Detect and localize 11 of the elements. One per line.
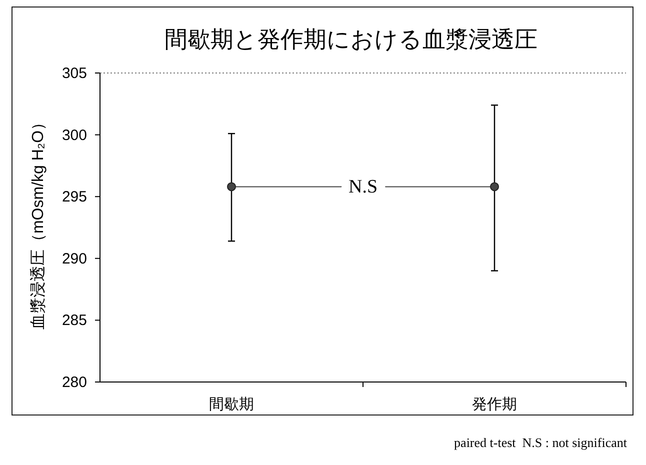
y-tick-label: 295 xyxy=(62,188,87,206)
y-tick-label: 280 xyxy=(62,374,87,391)
text: paired t-test N.S : not significant xyxy=(454,435,628,450)
y-axis-title: 血漿浸透圧（mOsm/kg H₂O） xyxy=(28,114,46,330)
y-tick-label: 290 xyxy=(62,250,87,268)
x-tick-label: 発作期 xyxy=(472,396,517,413)
y-tick-label: 305 xyxy=(62,65,87,82)
y-tick-label: 300 xyxy=(62,126,87,144)
x-tick-label: 間歇期 xyxy=(209,396,254,413)
chart-title: 間歇期と発作期における血漿浸透圧 xyxy=(164,26,538,52)
y-tick-label: 285 xyxy=(62,312,87,330)
